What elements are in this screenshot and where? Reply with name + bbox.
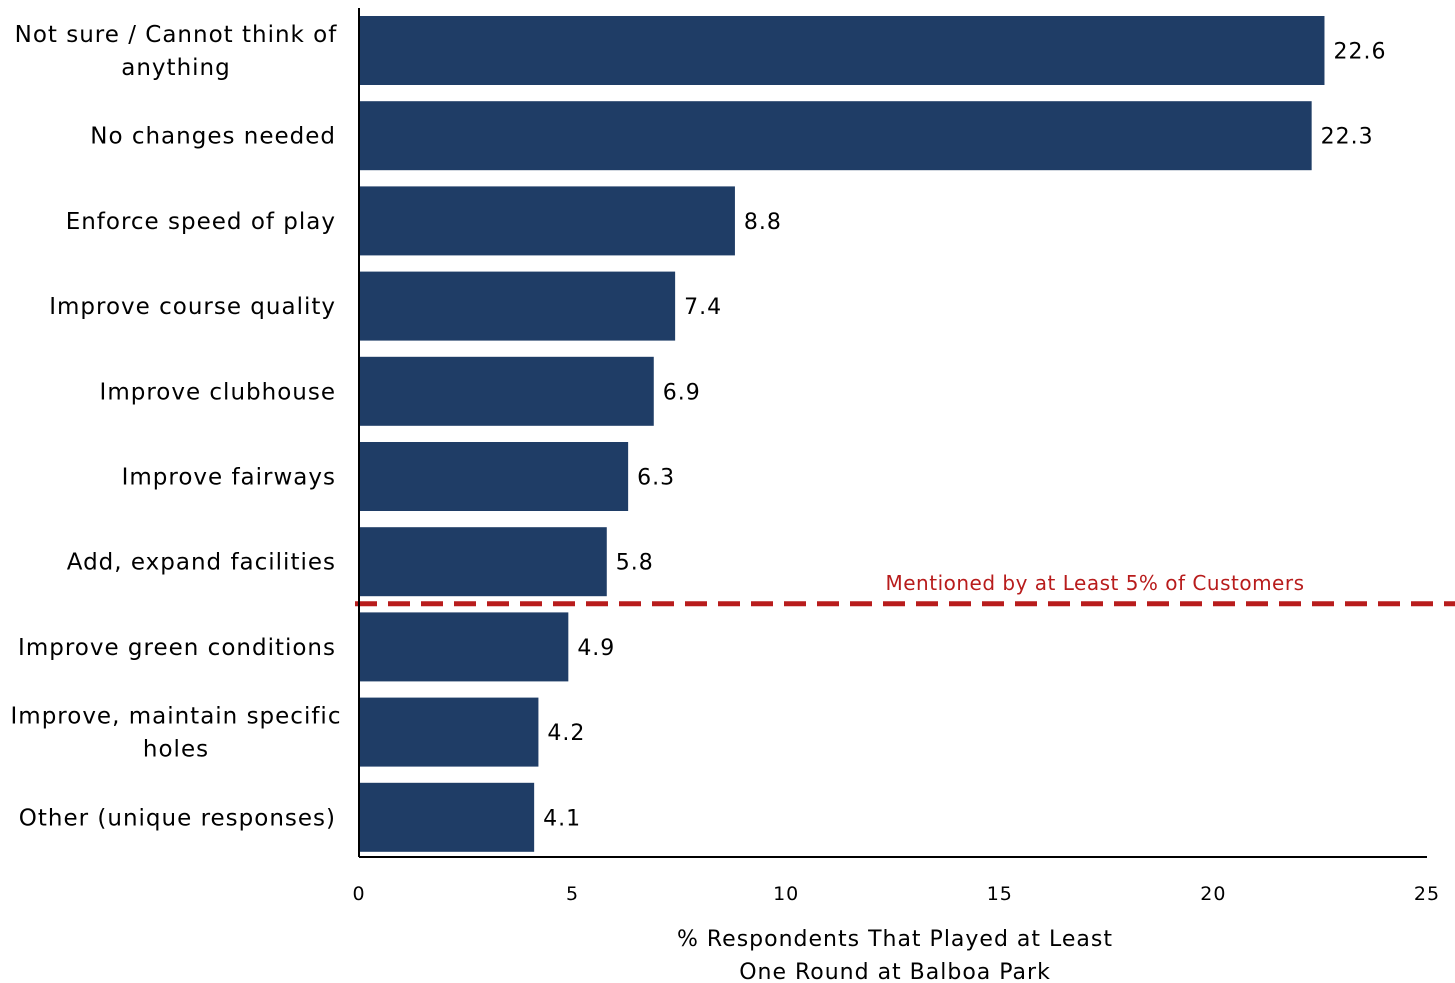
category-label-7: Add, expand facilities — [67, 550, 336, 576]
value-label-7: 5.8 — [616, 551, 654, 576]
x-tick-label-3: 10 — [773, 883, 799, 905]
category-label-5: Improve clubhouse — [100, 379, 336, 405]
value-label-1: 22.6 — [1333, 40, 1386, 65]
threshold-layer: Mentioned by at Least 5% of Customers — [355, 571, 1455, 607]
category-label-line: Not sure / Cannot think of — [15, 22, 338, 48]
value-label-3: 8.8 — [744, 210, 782, 235]
category-label-line: Improve green conditions — [18, 635, 336, 661]
value-label-4: 7.4 — [684, 295, 722, 320]
category-label-line: No changes needed — [90, 124, 336, 150]
value-label-9: 4.2 — [547, 721, 585, 746]
category-labels: Not sure / Cannot think of anything No cha… — [11, 22, 342, 831]
category-label-10: Other (unique responses) — [19, 805, 336, 831]
value-label-6: 6.3 — [637, 466, 675, 491]
bar-9 — [360, 697, 539, 767]
x-tick-label-4: 15 — [987, 883, 1013, 905]
category-label-line: Enforce speed of play — [66, 209, 336, 235]
bar-8 — [360, 612, 569, 682]
x-axis-title-text: % Respondents That Played at Least One Ro… — [677, 927, 1113, 983]
x-axis-title-line: % Respondents That Played at Least — [677, 927, 1113, 952]
bar-10 — [360, 782, 535, 852]
x-tick-label-2: 5 — [566, 883, 579, 905]
category-label-line: Add, expand facilities — [67, 550, 336, 576]
category-label-3: Enforce speed of play — [66, 209, 336, 235]
bar-6 — [360, 442, 629, 511]
x-tick-label-1: 0 — [352, 883, 365, 905]
bar-3 — [360, 186, 735, 256]
bar-1 — [360, 16, 1325, 85]
x-axis-title-line: One Round at Balboa Park — [739, 960, 1051, 983]
value-label-2: 22.3 — [1321, 125, 1374, 150]
category-label-4: Improve course quality — [49, 294, 336, 320]
category-label-line: Other (unique responses) — [19, 805, 336, 831]
axes-layer — [358, 8, 1427, 858]
category-label-line: Improve, maintain specific — [11, 704, 342, 730]
threshold-label: Mentioned by at Least 5% of Customers — [885, 571, 1304, 595]
category-label-2: No changes needed — [90, 124, 336, 150]
bar-2 — [360, 101, 1312, 171]
bar-7 — [360, 527, 607, 597]
bars-layer: 22.6 22.3 8.8 7.4 6.9 6.3 5.8 4.9 4.2 4.1 — [360, 16, 1386, 852]
x-tick-label-6: 25 — [1414, 883, 1440, 905]
bar-4 — [360, 271, 676, 341]
category-label-line: Improve fairways — [122, 465, 336, 491]
bar-5 — [360, 356, 654, 426]
x-axis-title: % Respondents That Played at Least One Ro… — [677, 927, 1113, 983]
category-label-line: anything — [121, 55, 230, 81]
category-label-line: holes — [143, 737, 209, 763]
category-label-line: Improve course quality — [49, 294, 336, 320]
category-label-1: Not sure / Cannot think of anything — [15, 22, 338, 81]
x-tick-label-5: 20 — [1200, 883, 1226, 905]
x-axis-ticks: 0 5 10 15 20 25 — [352, 883, 1440, 905]
value-label-10: 4.1 — [543, 806, 581, 831]
category-label-6: Improve fairways — [122, 465, 336, 491]
category-label-line: Improve clubhouse — [100, 379, 336, 405]
category-label-8: Improve green conditions — [18, 635, 336, 661]
value-label-5: 6.9 — [663, 380, 701, 405]
value-label-8: 4.9 — [577, 636, 615, 661]
category-label-9: Improve, maintain specific holes — [11, 704, 342, 763]
